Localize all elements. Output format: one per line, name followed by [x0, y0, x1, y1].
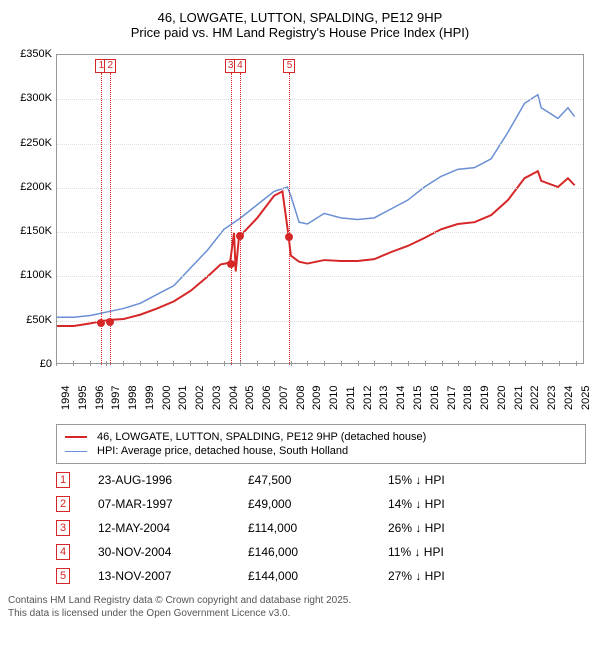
sales-price: £47,500	[248, 473, 388, 487]
x-tick-label: 2004	[228, 386, 244, 410]
y-tick-label: £0	[4, 358, 52, 370]
x-tick-label: 2021	[513, 386, 529, 410]
sale-point	[97, 319, 105, 327]
x-tick-label: 2012	[362, 386, 378, 410]
sales-price: £144,000	[248, 569, 388, 583]
y-tick-label: £50K	[4, 314, 52, 326]
sales-date: 12-MAY-2004	[98, 521, 248, 535]
sales-price: £114,000	[248, 521, 388, 535]
x-tick-label: 1997	[110, 386, 126, 410]
x-tick-label: 2002	[194, 386, 210, 410]
sales-index: 2	[56, 496, 70, 512]
x-tick-label: 2009	[311, 386, 327, 410]
x-tick-label: 2022	[529, 386, 545, 410]
sale-point	[236, 232, 244, 240]
y-tick-label: £250K	[4, 137, 52, 149]
sales-index: 4	[56, 544, 70, 560]
footer-line-2: This data is licensed under the Open Gov…	[8, 607, 596, 620]
sale-point	[285, 233, 293, 241]
chart-title-block: 46, LOWGATE, LUTTON, SPALDING, PE12 9HP …	[4, 10, 596, 40]
sales-diff: 27% ↓ HPI	[388, 569, 445, 583]
sales-diff: 11% ↓ HPI	[388, 545, 444, 559]
x-tick-label: 2010	[328, 386, 344, 410]
sales-price: £49,000	[248, 497, 388, 511]
x-tick-label: 2006	[261, 386, 277, 410]
sales-row: 4 30-NOV-2004£146,00011% ↓ HPI	[56, 544, 586, 560]
legend-box: 46, LOWGATE, LUTTON, SPALDING, PE12 9HP …	[56, 424, 586, 464]
x-tick-label: 2003	[211, 386, 227, 410]
legend-row: 46, LOWGATE, LUTTON, SPALDING, PE12 9HP …	[65, 431, 577, 443]
series-price_paid	[57, 171, 575, 326]
x-tick-label: 2007	[278, 386, 294, 410]
sales-row: 5 13-NOV-2007£144,00027% ↓ HPI	[56, 568, 586, 584]
x-tick-label: 2017	[446, 386, 462, 410]
x-tick-label: 2018	[462, 386, 478, 410]
legend-label: 46, LOWGATE, LUTTON, SPALDING, PE12 9HP …	[97, 431, 426, 443]
footer-attribution: Contains HM Land Registry data © Crown c…	[8, 594, 596, 620]
sales-date: 30-NOV-2004	[98, 545, 248, 559]
x-tick-label: 2019	[479, 386, 495, 410]
x-tick-label: 2025	[580, 386, 596, 410]
x-tick-label: 1999	[144, 386, 160, 410]
sales-table: 1 23-AUG-1996£47,50015% ↓ HPI 2 07-MAR-1997…	[56, 472, 586, 584]
line-svg	[57, 55, 583, 363]
y-tick-label: £150K	[4, 225, 52, 237]
x-tick-label: 2016	[429, 386, 445, 410]
sale-marker: 4	[234, 59, 246, 73]
x-tick-label: 2015	[412, 386, 428, 410]
x-tick-label: 2013	[378, 386, 394, 410]
x-tick-label: 2014	[395, 386, 411, 410]
sale-marker: 2	[104, 59, 116, 73]
x-tick-label: 2011	[345, 386, 361, 410]
sales-row: 1 23-AUG-1996£47,50015% ↓ HPI	[56, 472, 586, 488]
sales-diff: 15% ↓ HPI	[388, 473, 445, 487]
legend-row: HPI: Average price, detached house, Sout…	[65, 445, 577, 457]
sales-index: 3	[56, 520, 70, 536]
x-tick-label: 2024	[563, 386, 579, 410]
sales-index: 5	[56, 568, 70, 584]
x-tick-label: 1994	[60, 386, 76, 410]
y-tick-label: £300K	[4, 92, 52, 104]
x-tick-label: 2023	[546, 386, 562, 410]
title-line-2: Price paid vs. HM Land Registry's House …	[4, 25, 596, 40]
x-tick-label: 2008	[295, 386, 311, 410]
sales-price: £146,000	[248, 545, 388, 559]
x-tick-label: 2001	[177, 386, 193, 410]
chart-area: £0£50K£100K£150K£200K£250K£300K£350K 123…	[4, 48, 596, 418]
x-tick-label: 2020	[496, 386, 512, 410]
sales-diff: 26% ↓ HPI	[388, 521, 445, 535]
y-tick-label: £200K	[4, 181, 52, 193]
title-line-1: 46, LOWGATE, LUTTON, SPALDING, PE12 9HP	[4, 10, 596, 25]
sales-date: 13-NOV-2007	[98, 569, 248, 583]
sales-row: 2 07-MAR-1997£49,00014% ↓ HPI	[56, 496, 586, 512]
sales-date: 07-MAR-1997	[98, 497, 248, 511]
footer-line-1: Contains HM Land Registry data © Crown c…	[8, 594, 596, 607]
sale-point	[227, 260, 235, 268]
sale-point	[106, 318, 114, 326]
sales-row: 3 12-MAY-2004£114,00026% ↓ HPI	[56, 520, 586, 536]
series-hpi	[57, 95, 575, 318]
sales-diff: 14% ↓ HPI	[388, 497, 445, 511]
x-tick-label: 1996	[94, 386, 110, 410]
plot-region: 12345	[56, 54, 584, 364]
x-tick-label: 2000	[161, 386, 177, 410]
x-tick-label: 2005	[244, 386, 260, 410]
sales-date: 23-AUG-1996	[98, 473, 248, 487]
sales-index: 1	[56, 472, 70, 488]
y-tick-label: £100K	[4, 269, 52, 281]
x-tick-label: 1998	[127, 386, 143, 410]
x-tick-label: 1995	[77, 386, 93, 410]
sale-marker: 5	[283, 59, 295, 73]
y-tick-label: £350K	[4, 48, 52, 60]
legend-label: HPI: Average price, detached house, Sout…	[97, 445, 348, 457]
